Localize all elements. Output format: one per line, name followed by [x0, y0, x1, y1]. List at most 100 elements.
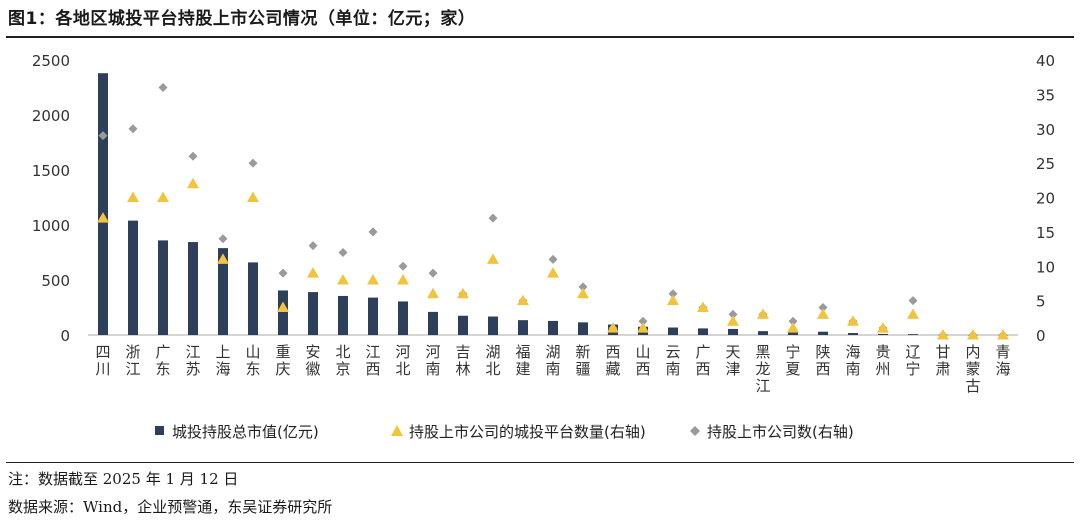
x-tick-label: 安徽: [305, 343, 320, 378]
x-tick-label: 四川: [95, 343, 110, 378]
x-tick-label: 天津: [725, 343, 740, 378]
x-tick-label: 广东: [155, 343, 170, 378]
bar: [698, 328, 708, 335]
y-right-tick-label: 40: [1036, 52, 1055, 70]
diamond-marker: [158, 83, 168, 92]
bar: [788, 332, 798, 335]
bar: [458, 315, 468, 335]
triangle-marker: [427, 287, 439, 299]
triangle-marker: [457, 287, 469, 299]
bar: [908, 334, 918, 335]
footnote: 注：数据截至 2025 年 1 月 12 日: [8, 470, 239, 488]
y-right-tick-label: 0: [1036, 327, 1046, 345]
top-rule: [6, 36, 1074, 38]
legend-square-icon: [155, 426, 164, 435]
diamond-marker: [98, 131, 108, 141]
x-tick-label: 吉林: [455, 343, 470, 378]
triangle-marker: [307, 267, 319, 278]
x-tick-label: 甘肃: [935, 343, 950, 378]
triangle-marker: [967, 329, 979, 340]
triangle-marker: [247, 191, 259, 202]
x-tick-label: 湖南: [545, 343, 560, 378]
triangle-marker: [637, 322, 649, 333]
source-note: 数据来源：Wind，企业预警通，东吴证券研究所: [8, 498, 333, 516]
x-tick-label: 内蒙古: [965, 343, 980, 395]
bar: [98, 73, 108, 335]
diamond-marker: [188, 151, 198, 161]
x-tick-label: 河南: [425, 343, 440, 378]
x-tick-label: 浙江: [125, 343, 140, 378]
y-left-tick-label: 500: [41, 272, 70, 290]
y-left-axis: 0 500 1000 1500 2000 2500: [32, 52, 70, 345]
x-tick-label: 陕西: [815, 343, 830, 378]
x-tick-label: 山西: [635, 343, 650, 378]
triangle-marker: [997, 329, 1009, 340]
legend-label: 持股上市公司数(右轴): [707, 423, 854, 441]
bar: [188, 242, 198, 335]
diamond-marker: [668, 289, 678, 299]
bar: [428, 311, 438, 335]
bar: [398, 301, 408, 335]
diamond-marker: [368, 227, 378, 237]
bar: [158, 240, 168, 335]
bottom-rule: [6, 462, 1074, 463]
x-tick-label: 广西: [695, 343, 710, 378]
x-tick-label: 海南: [845, 343, 860, 378]
diamond-marker: [788, 316, 798, 326]
y-left-tick-label: 2500: [32, 52, 70, 70]
x-tick-label: 青海: [995, 343, 1010, 378]
bar: [758, 331, 768, 335]
x-tick-label: 北京: [335, 343, 350, 378]
bar: [728, 328, 738, 335]
x-tick-label: 重庆: [275, 343, 290, 378]
y-left-tick-label: 1000: [32, 217, 70, 235]
bar: [848, 333, 858, 335]
diamond-marker: [218, 234, 228, 244]
triangle-marker: [787, 322, 799, 333]
diamond-series: [98, 83, 1008, 340]
diamond-marker: [278, 268, 288, 278]
triangle-marker: [337, 274, 349, 285]
x-tick-label: 辽宁: [905, 343, 920, 378]
bar: [518, 320, 528, 335]
y-right-tick-label: 10: [1036, 258, 1055, 276]
triangle-marker: [577, 287, 589, 299]
diamond-marker: [488, 213, 498, 223]
x-tick-label: 贵州: [875, 343, 890, 378]
chart: 0 500 1000 1500 2000 2500 0 5 10 15 20 25 30 35 40 四川…: [32, 52, 1055, 441]
triangle-marker: [547, 267, 559, 278]
triangle-marker: [607, 322, 619, 333]
triangle-marker: [817, 308, 829, 319]
y-left-tick-label: 2000: [32, 107, 70, 125]
legend-label: 持股上市公司的城投平台数量(右轴): [409, 423, 646, 441]
y-right-tick-label: 20: [1036, 190, 1055, 208]
bar-series: [98, 73, 1008, 336]
x-tick-label: 江西: [365, 343, 380, 378]
triangle-marker: [397, 274, 409, 285]
triangle-marker: [127, 191, 139, 202]
bar: [308, 292, 318, 335]
diamond-marker: [248, 158, 258, 168]
triangle-marker: [517, 294, 529, 306]
triangle-marker: [697, 301, 709, 312]
x-tick-label: 河北: [395, 343, 410, 378]
diamond-marker: [818, 303, 828, 312]
bar: [548, 320, 558, 335]
triangle-marker: [757, 308, 769, 319]
bar: [818, 331, 828, 335]
y-right-axis: 0 5 10 15 20 25 30 35 40: [1036, 52, 1055, 345]
y-right-tick-label: 25: [1036, 155, 1055, 173]
y-right-tick-label: 5: [1036, 293, 1046, 311]
x-tick-label: 山东: [245, 343, 260, 378]
y-right-tick-label: 30: [1036, 121, 1055, 139]
triangle-marker: [667, 294, 679, 306]
triangle-marker: [937, 329, 949, 340]
bar: [668, 327, 678, 335]
diamond-marker: [578, 282, 588, 292]
bar: [248, 262, 258, 335]
triangle-marker: [907, 308, 919, 319]
bar: [218, 248, 228, 335]
legend-diamond-icon: [690, 426, 700, 436]
triangle-marker: [97, 212, 109, 223]
triangle-marker: [217, 253, 229, 264]
